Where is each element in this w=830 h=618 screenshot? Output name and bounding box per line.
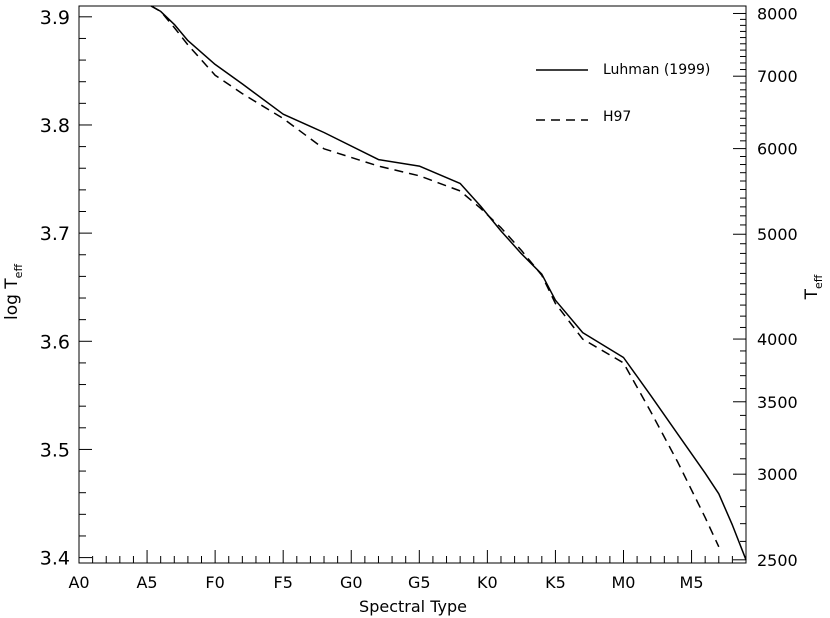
bottom-axis-ticks: A0 A5 F0 F5 G0 G5 K0 K5 M0 M5 xyxy=(68,550,747,592)
right-tick-label: 7000 xyxy=(757,67,798,86)
right-axis-label: Teff xyxy=(802,274,825,300)
right-tick-label: 4000 xyxy=(757,330,798,349)
left-axis-label-main: log T xyxy=(2,278,22,320)
left-tick-label: 3.4 xyxy=(40,548,70,570)
left-tick-label: 3.9 xyxy=(40,7,70,29)
bottom-tick-label: M5 xyxy=(680,573,704,592)
right-axis-label-sub: eff xyxy=(812,274,825,289)
right-tick-label: 8000 xyxy=(757,4,798,23)
left-tick-label: 3.7 xyxy=(40,223,70,245)
series-line-h97 xyxy=(150,5,720,548)
series-lines xyxy=(150,5,747,561)
bottom-tick-label: A0 xyxy=(68,573,89,592)
x-axis-label: Spectral Type xyxy=(359,597,467,616)
bottom-tick-label: M0 xyxy=(611,573,635,592)
legend-label-h97: H97 xyxy=(603,109,631,125)
right-tick-label: 3500 xyxy=(757,393,798,412)
right-tick-label: 5000 xyxy=(757,225,798,244)
bottom-tick-label: K0 xyxy=(477,573,498,592)
bottom-tick-label: G5 xyxy=(408,573,431,592)
right-tick-label: 3000 xyxy=(757,465,798,484)
bottom-tick-label: A5 xyxy=(136,573,157,592)
left-axis-label: log Teff xyxy=(2,264,25,320)
legend-label-luhman: Luhman (1999) xyxy=(603,62,710,78)
right-axis-ticks: 2500 3000 3500 4000 5000 6000 7000 8000 xyxy=(733,4,798,570)
bottom-tick-label: K5 xyxy=(545,573,566,592)
right-tick-label: 6000 xyxy=(757,140,798,159)
left-tick-label: 3.6 xyxy=(40,331,70,353)
bottom-tick-label: F0 xyxy=(205,573,224,592)
left-axis-ticks: 3.4 3.5 3.6 3.7 3.8 3.9 xyxy=(40,7,92,570)
legend: Luhman (1999) H97 xyxy=(536,62,710,125)
bottom-tick-label: G0 xyxy=(340,573,363,592)
series-line-luhman xyxy=(150,5,747,561)
plot-frame xyxy=(78,5,747,564)
right-axis-label-main: T xyxy=(802,288,822,300)
left-tick-label: 3.5 xyxy=(40,439,70,461)
left-axis-label-sub: eff xyxy=(12,264,25,279)
right-tick-label: 2500 xyxy=(757,551,798,570)
bottom-tick-label: F5 xyxy=(273,573,292,592)
left-tick-label: 3.8 xyxy=(40,115,70,137)
